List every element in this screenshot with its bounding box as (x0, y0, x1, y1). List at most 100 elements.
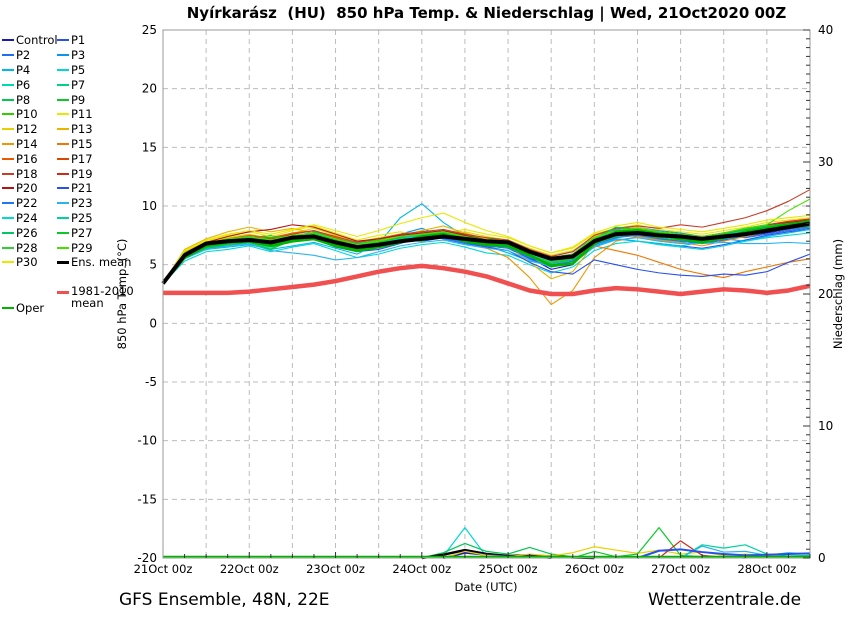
legend-row: P18 P19 (2, 166, 137, 181)
legend-item-p26-label: P26 (16, 225, 38, 240)
legend-item-p6: P6 (2, 78, 57, 92)
legend-item-p1-swatch (57, 39, 69, 42)
legend-item-p3: P3 (57, 48, 85, 62)
legend-item-p5: P5 (57, 63, 85, 77)
legend-item-control-swatch (2, 39, 14, 42)
legend-item-p8-label: P8 (16, 92, 31, 107)
legend-item-p1-label: P1 (71, 33, 86, 48)
legend-item-p24: P24 (2, 211, 57, 225)
legend-item-ens-mean: Ens. mean (57, 255, 131, 269)
legend-item-oper-inner-swatch (2, 307, 14, 309)
legend-item-p10: P10 (2, 107, 57, 121)
svg-text:-10: -10 (137, 434, 157, 448)
legend-item-p22-swatch (2, 202, 14, 205)
legend-item-p8-swatch (2, 98, 14, 101)
legend-row: P22 P23 (2, 196, 137, 211)
legend-item-p28: P28 (2, 241, 57, 255)
footer-model-info: GFS Ensemble, 48N, 22E (119, 590, 330, 610)
legend-item-p3-label: P3 (71, 48, 86, 63)
temp-line-oper (161, 219, 811, 285)
svg-text:-15: -15 (137, 492, 157, 506)
legend-item-oper-inner: Oper (2, 301, 57, 315)
legend-item-p11-label: P11 (71, 107, 93, 122)
legend-item-p13: P13 (57, 122, 93, 136)
legend-item-p19-label: P19 (71, 166, 93, 181)
legend-item-p12: P12 (2, 122, 57, 136)
legend-item-p30: P30 (2, 255, 57, 269)
legend-item-climate-mean: 1981-2010 mean (57, 285, 134, 309)
legend-row: P8 P9 (2, 92, 137, 107)
legend-item-p22: P22 (2, 196, 57, 210)
legend-item-oper: Oper (2, 301, 57, 315)
legend-item-p14-swatch (2, 142, 14, 145)
legend-item-p2: P2 (2, 48, 57, 62)
legend-item-p20-label: P20 (16, 181, 38, 196)
footer-site-name: Wetterzentrale.de (648, 590, 802, 610)
legend-item-p15-swatch (57, 142, 69, 145)
legend-item-p7-label: P7 (71, 77, 86, 92)
legend-item-p6-label: P6 (16, 77, 31, 92)
legend-item-p27-swatch (57, 231, 69, 234)
legend-item-p12-swatch (2, 128, 14, 131)
legend-item-p19-swatch (57, 172, 69, 175)
legend-item-p30-swatch (2, 261, 14, 264)
legend-item-p21-label: P21 (71, 181, 93, 196)
legend-row: P20 P21 (2, 181, 137, 196)
legend-item-p28-swatch (2, 246, 14, 249)
svg-text:10: 10 (818, 419, 833, 433)
legend-item-p5-swatch (57, 68, 69, 71)
legend-item-p4-label: P4 (16, 62, 31, 77)
legend-item-p10-label: P10 (16, 107, 38, 122)
legend-item-p9-swatch (57, 98, 69, 101)
svg-text:-5: -5 (145, 375, 157, 389)
legend-row: P26 P27 (2, 225, 137, 240)
svg-text:30: 30 (818, 155, 833, 169)
temp-line-p18 (162, 189, 811, 284)
legend-item-p29-label: P29 (71, 240, 93, 255)
legend-item-oper-inner-label: Oper (16, 301, 45, 315)
legend-item-p29: P29 (57, 241, 93, 255)
x-axis-title: Date (UTC) (455, 580, 518, 594)
legend-item-p24-swatch (2, 216, 14, 219)
legend-row: P6 P7 (2, 77, 137, 92)
legend-item-p18: P18 (2, 167, 57, 181)
svg-text:25: 25 (142, 23, 157, 37)
legend-item-p2-swatch (2, 54, 14, 57)
legend-item-p26-swatch (2, 231, 14, 234)
y-axis-right-labels: 40 30 20 10 0 (818, 23, 833, 565)
legend-item-p22-label: P22 (16, 196, 38, 211)
temp-line-ens-mean (161, 221, 811, 285)
legend-item-p16: P16 (2, 152, 57, 166)
legend-item-ens-mean-swatch (57, 260, 69, 264)
svg-text:27Oct 00z: 27Oct 00z (651, 562, 710, 576)
legend-item-p23-swatch (57, 202, 69, 205)
legend-item-p27-label: P27 (71, 225, 93, 240)
legend-item-p24-label: P24 (16, 210, 38, 225)
legend-item-p28-label: P28 (16, 240, 38, 255)
x-axis-labels: 21Oct 00z 22Oct 00z 23Oct 00z 24Oct 00z 25Oc… (134, 562, 797, 576)
legend-item-p5-label: P5 (71, 62, 86, 77)
svg-text:24Oct 00z: 24Oct 00z (392, 562, 451, 576)
legend-row: Control P1 (2, 33, 137, 48)
legend-item-p29-swatch (57, 246, 69, 249)
y-axis-right-title: Niederschlag (mm) (831, 239, 845, 349)
legend-item-p18-label: P18 (16, 166, 38, 181)
legend-item-p4-swatch (2, 68, 14, 71)
svg-text:21Oct 00z: 21Oct 00z (134, 562, 193, 576)
legend-item-p13-label: P13 (71, 122, 93, 137)
svg-text:28Oct 00z: 28Oct 00z (737, 562, 796, 576)
legend-item-p9: P9 (57, 93, 85, 107)
legend-item-p16-swatch (2, 157, 14, 160)
legend-item-p8: P8 (2, 93, 57, 107)
legend-item-p17-label: P17 (71, 151, 93, 166)
legend-item-p7-swatch (57, 83, 69, 86)
legend-item-p11-swatch (57, 113, 69, 116)
legend: Control P1 P2 P3 P4 P5 P6 P7 P8 P9 P10 P11 P12 P13 P14… (2, 33, 137, 315)
right-axis-ticks (803, 29, 810, 559)
legend-item-p16-label: P16 (16, 151, 38, 166)
legend-item-p20-swatch (2, 187, 14, 190)
legend-row: P10 P11 (2, 107, 137, 122)
svg-text:23Oct 00z: 23Oct 00z (306, 562, 365, 576)
legend-row: P14 P15 (2, 137, 137, 152)
legend-item-climate-mean-swatch (57, 291, 69, 294)
